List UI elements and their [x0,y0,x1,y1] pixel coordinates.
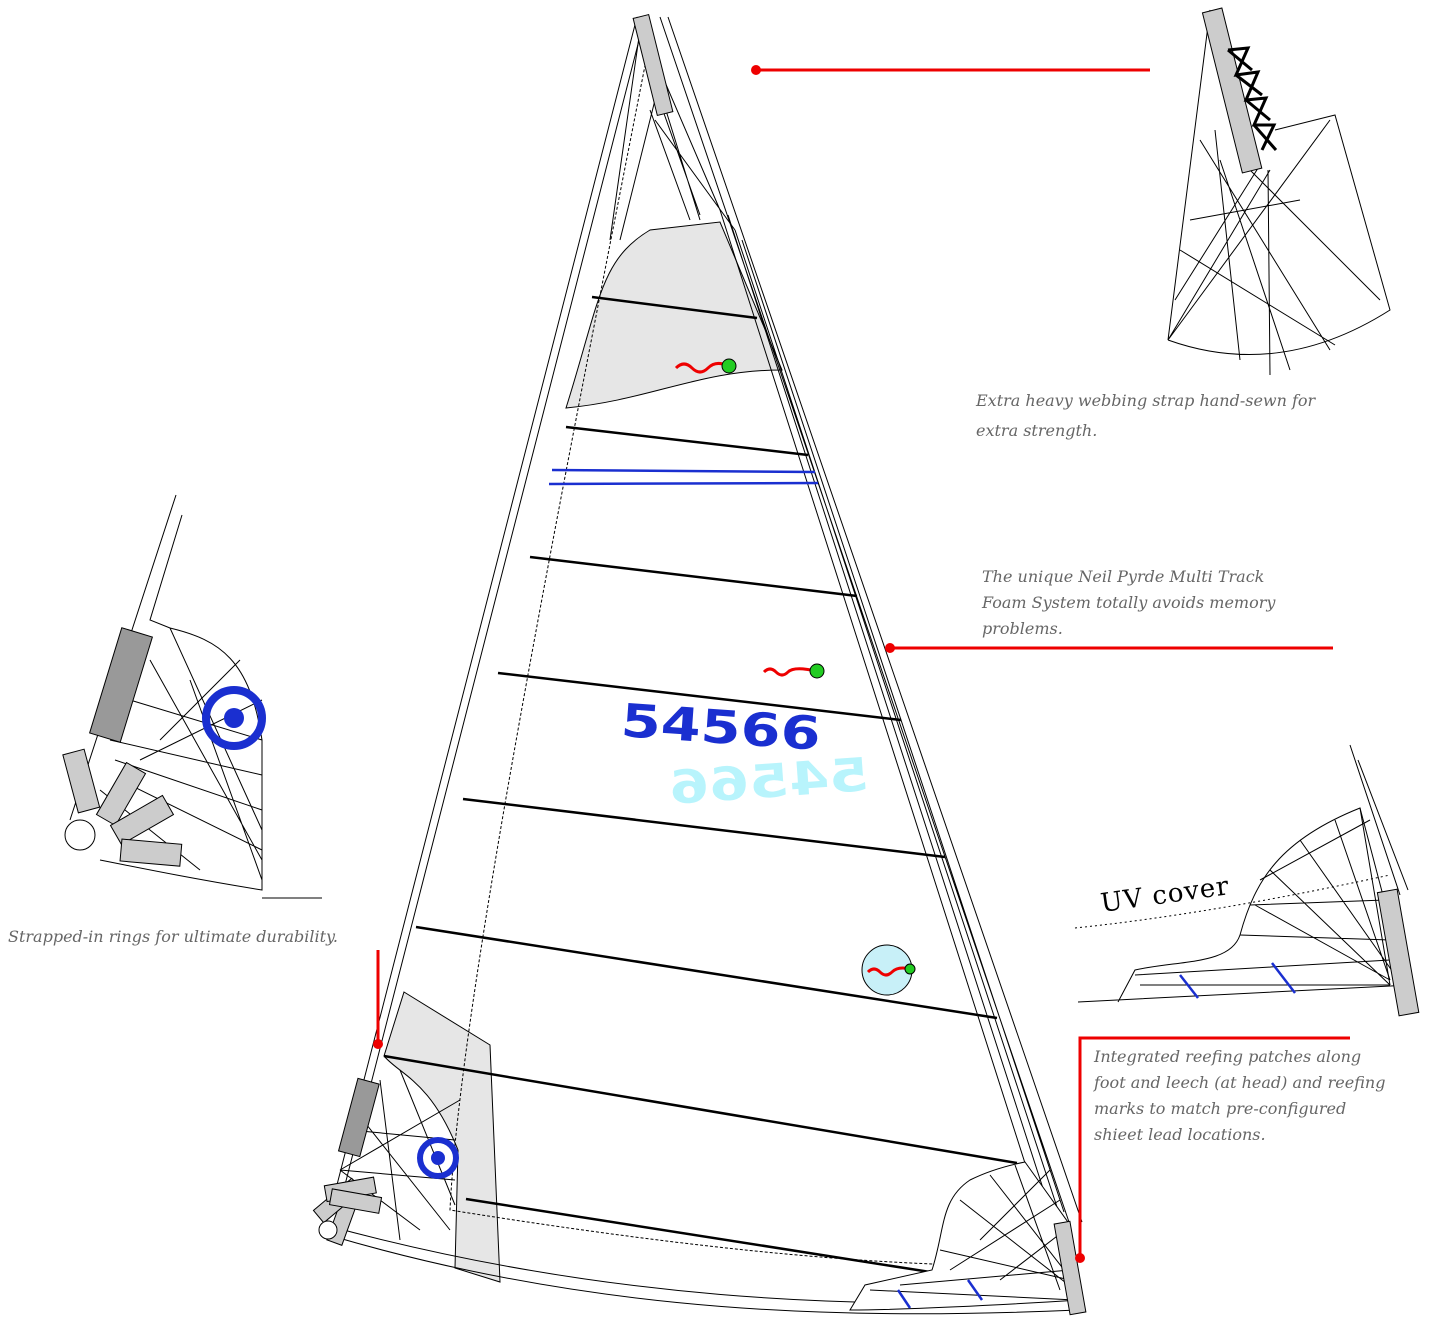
shape [90,628,153,743]
reef-line [552,470,815,472]
tack-patch [384,992,500,1282]
callout-text: problems. [982,619,1063,638]
seam [466,1199,930,1272]
seam [530,557,857,596]
telltale [764,669,816,675]
sail-number: 54566 [619,695,822,762]
shape [1202,8,1261,173]
shape [224,708,244,728]
callout-text: Strapped-in rings for ultimate durabilit… [8,927,338,946]
callout-text: extra strength. [976,421,1097,440]
reef-line [549,483,818,484]
callout-text: foot and leech (at head) and reefing [1093,1073,1385,1092]
callout-text: Foam System totally avoids memory [981,593,1276,612]
uv-label: UV cover [1099,871,1232,919]
telltale-dot [810,664,824,678]
shape [373,1039,383,1049]
tack-inset [63,495,322,898]
shape [1272,963,1295,993]
head-board [633,15,673,116]
clew-inset [1075,745,1419,1016]
telltale-dot [722,359,736,373]
sail: 54566 54566 [313,15,1085,1315]
shape [120,839,182,866]
shape [1180,975,1198,998]
shape [885,643,895,653]
tack-strap [339,1078,380,1156]
callout-text: Integrated reefing patches along [1093,1047,1361,1066]
callout-text: Extra heavy webbing strap hand-sewn for [975,391,1317,410]
shape [751,65,761,75]
shape [1075,1253,1085,1263]
head-patch [566,222,782,408]
shape [1080,1038,1350,1258]
sail-number-mirrored: 54566 [668,749,871,816]
shape [63,749,100,813]
shape [65,820,95,850]
head-inset [1168,8,1390,375]
callout-text: The unique Neil Pyrde Multi Track [982,567,1264,586]
seam [566,427,808,455]
tack-ring [319,1221,337,1239]
page: 54566 54566 Extra heavy webbing strap ha… [0,0,1442,1322]
shape [1377,889,1418,1016]
clew-patch [850,1162,1080,1310]
callout-text: shieet lead locations. [1094,1125,1266,1144]
telltale-dot [905,964,915,974]
cringle-dot [431,1151,445,1165]
callout-text: marks to match pre-configured [1094,1099,1346,1118]
shape [1168,10,1390,375]
sail-diagram: 54566 54566 Extra heavy webbing strap ha… [0,0,1442,1322]
